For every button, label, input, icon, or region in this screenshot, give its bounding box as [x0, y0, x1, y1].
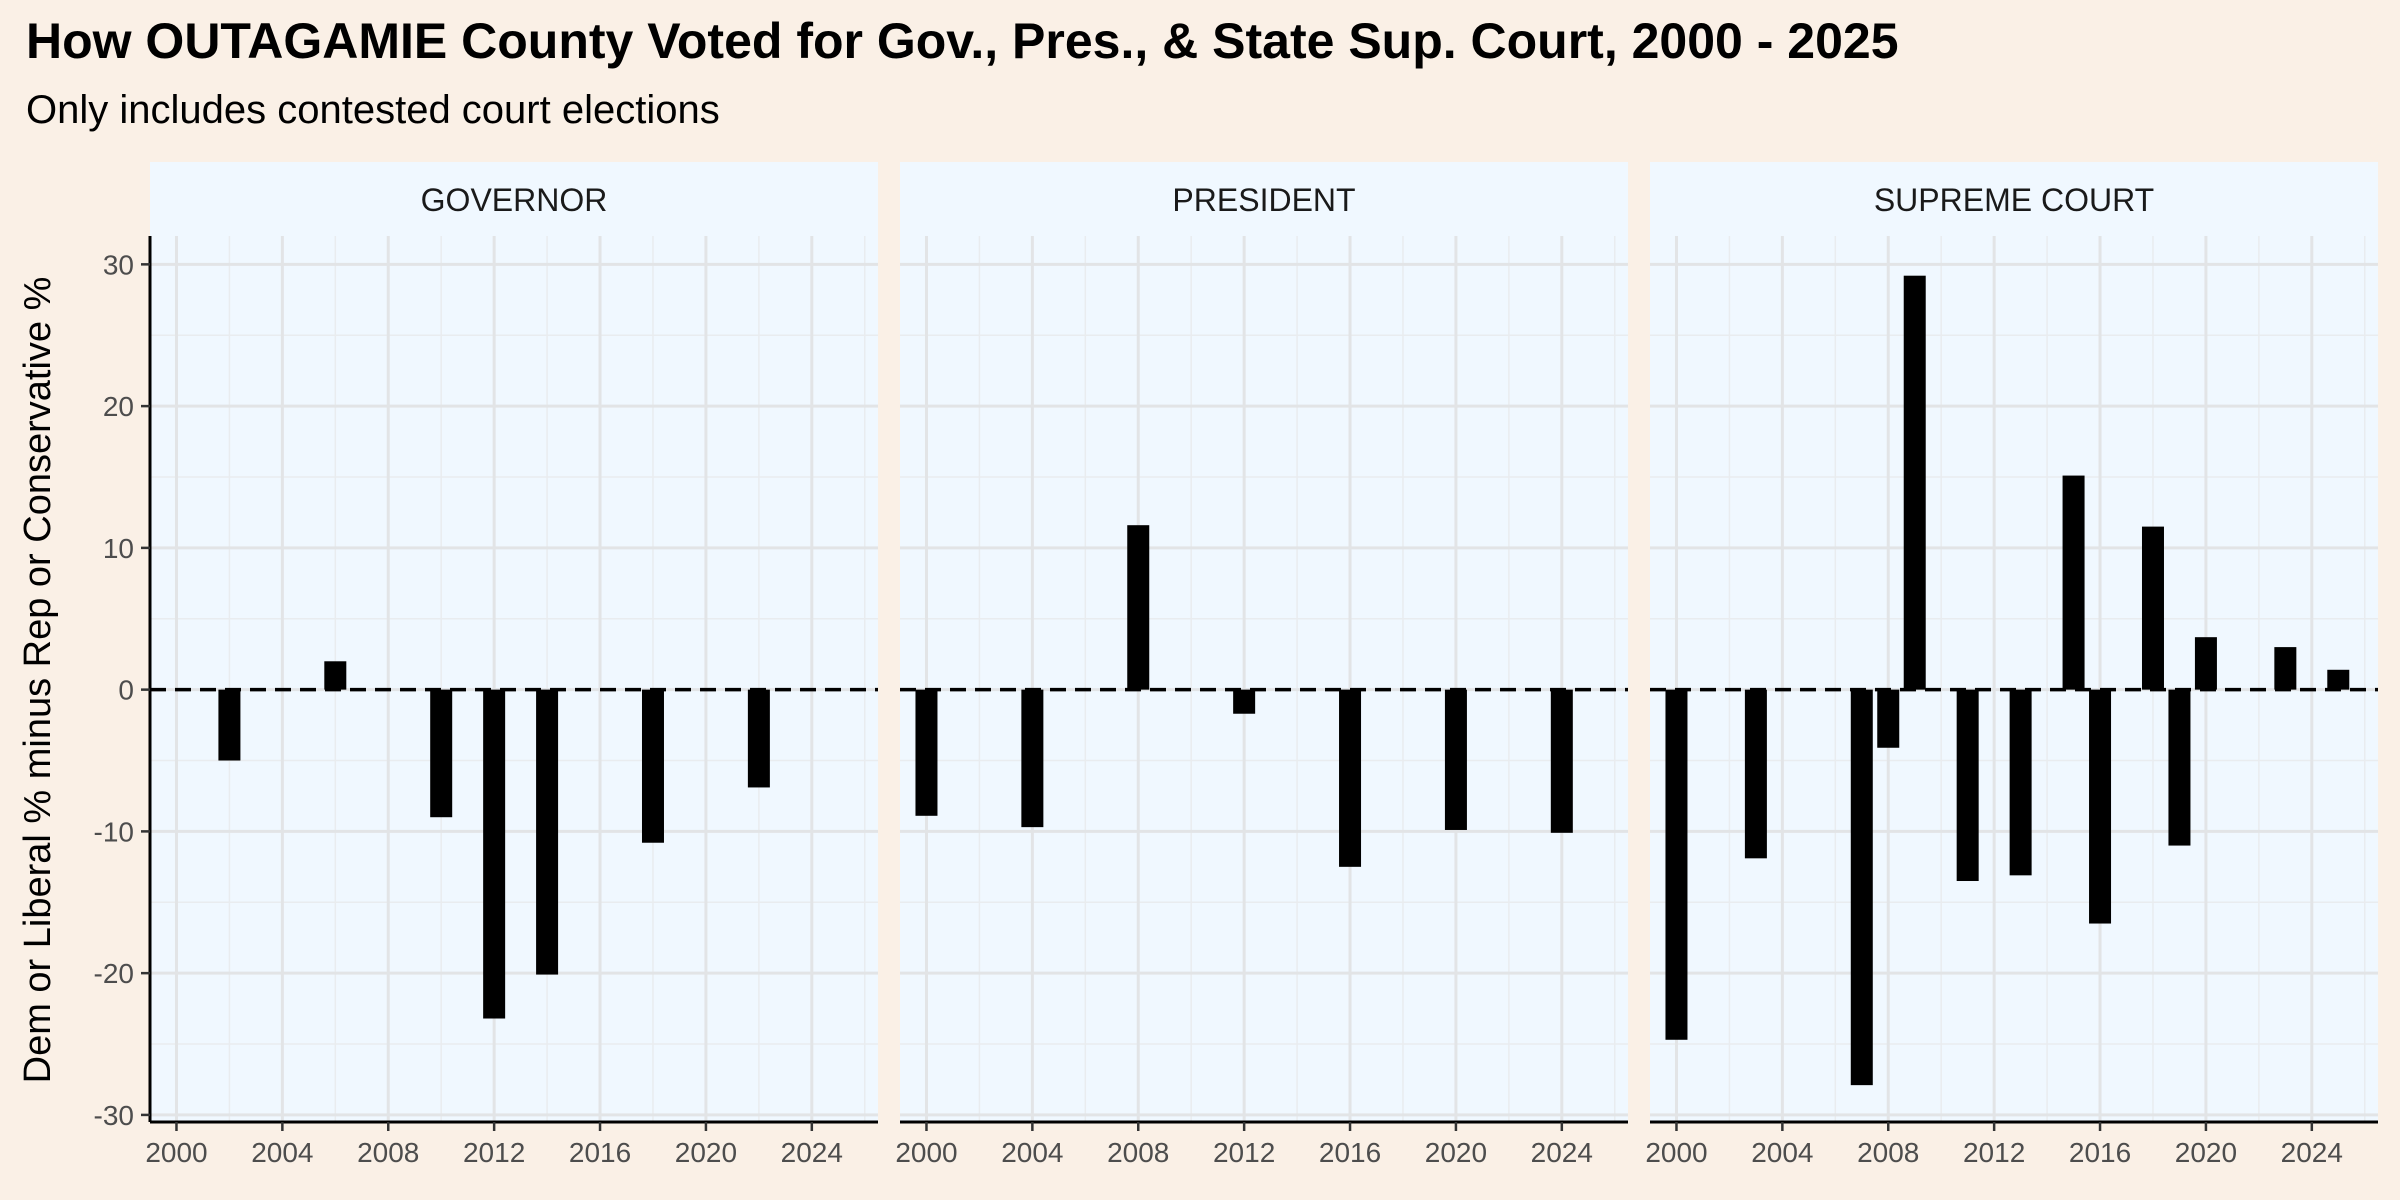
- bar: [1233, 689, 1256, 714]
- bar: [1744, 689, 1767, 859]
- bar: [2089, 689, 2112, 924]
- panel-background: [1650, 236, 2378, 1122]
- facet-panel: SUPREME COURT 2000 2004 2008 2012 2016 2020 202…: [1645, 162, 2378, 1168]
- bar: [218, 689, 241, 761]
- x-tick-label: 2000: [895, 1137, 957, 1168]
- panel-background: [900, 236, 1628, 1122]
- bar: [2141, 526, 2164, 690]
- x-tick-label: 2016: [1319, 1137, 1381, 1168]
- x-tick-label: 2020: [675, 1137, 737, 1168]
- y-tick-label: -20: [94, 958, 134, 989]
- bar: [2009, 689, 2032, 876]
- y-tick-label: 30: [103, 249, 134, 280]
- facet-strip-label: GOVERNOR: [421, 182, 608, 218]
- bar: [430, 689, 453, 818]
- y-tick-label: -10: [94, 816, 134, 847]
- facet-strip: [1650, 162, 2378, 236]
- x-tick-label: 2020: [2175, 1137, 2237, 1168]
- x-tick-label: 2012: [463, 1137, 525, 1168]
- bar: [324, 661, 347, 690]
- x-tick-label: 2016: [569, 1137, 631, 1168]
- facet-panel: PRESIDENT 2000 2004 2008 2012 2016 2020 2024: [895, 162, 1628, 1168]
- x-tick-label: 2012: [1963, 1137, 2025, 1168]
- x-tick-label: 2008: [1857, 1137, 1919, 1168]
- bar: [1127, 525, 1150, 690]
- y-tick-label: 0: [118, 675, 134, 706]
- facet-strip: [900, 162, 1628, 236]
- x-tick-label: 2008: [357, 1137, 419, 1168]
- x-tick-label: 2008: [1107, 1137, 1169, 1168]
- facet-strip-label: SUPREME COURT: [1874, 182, 2154, 218]
- bar: [1444, 689, 1467, 830]
- bar: [1665, 689, 1688, 1040]
- bar: [2194, 637, 2217, 690]
- y-tick-label: -30: [94, 1100, 134, 1131]
- bar: [1903, 275, 1926, 690]
- x-tick-label: 2024: [781, 1137, 843, 1168]
- facet-panel: GOVERNOR 2000 2004 2008 2012 2016 2020 2024 -30 -…: [94, 162, 878, 1168]
- bar: [1850, 689, 1873, 1086]
- x-tick-label: 2016: [2069, 1137, 2131, 1168]
- x-tick-label: 2000: [145, 1137, 207, 1168]
- bar: [483, 689, 506, 1019]
- y-axis-title: Dem or Liberal % minus Rep or Conservati…: [17, 277, 59, 1084]
- bar: [1021, 689, 1044, 828]
- panel-background: [150, 236, 878, 1122]
- bar: [2327, 669, 2350, 690]
- chart-subtitle: Only includes contested court elections: [26, 88, 720, 132]
- chart-title: How OUTAGAMIE County Voted for Gov., Pre…: [26, 13, 1899, 69]
- bar: [747, 689, 770, 788]
- facet-strip-label: PRESIDENT: [1172, 182, 1355, 218]
- bar: [2062, 475, 2085, 690]
- x-tick-label: 2004: [251, 1137, 313, 1168]
- y-tick-label: 20: [103, 391, 134, 422]
- bar: [1877, 689, 1900, 748]
- bar: [915, 689, 938, 816]
- facet-strip: [150, 162, 878, 236]
- x-tick-label: 2024: [1531, 1137, 1593, 1168]
- x-tick-label: 2004: [1001, 1137, 1063, 1168]
- bar: [536, 689, 559, 975]
- y-tick-label: 10: [103, 533, 134, 564]
- bar: [2168, 689, 2191, 846]
- x-tick-label: 2012: [1213, 1137, 1275, 1168]
- x-tick-label: 2000: [1645, 1137, 1707, 1168]
- x-tick-label: 2020: [1425, 1137, 1487, 1168]
- bar: [1550, 689, 1573, 833]
- x-tick-label: 2024: [2281, 1137, 2343, 1168]
- bar: [641, 689, 664, 843]
- bar: [1339, 689, 1362, 867]
- bar: [1956, 689, 1979, 882]
- x-tick-label: 2004: [1751, 1137, 1813, 1168]
- bar: [2274, 647, 2297, 690]
